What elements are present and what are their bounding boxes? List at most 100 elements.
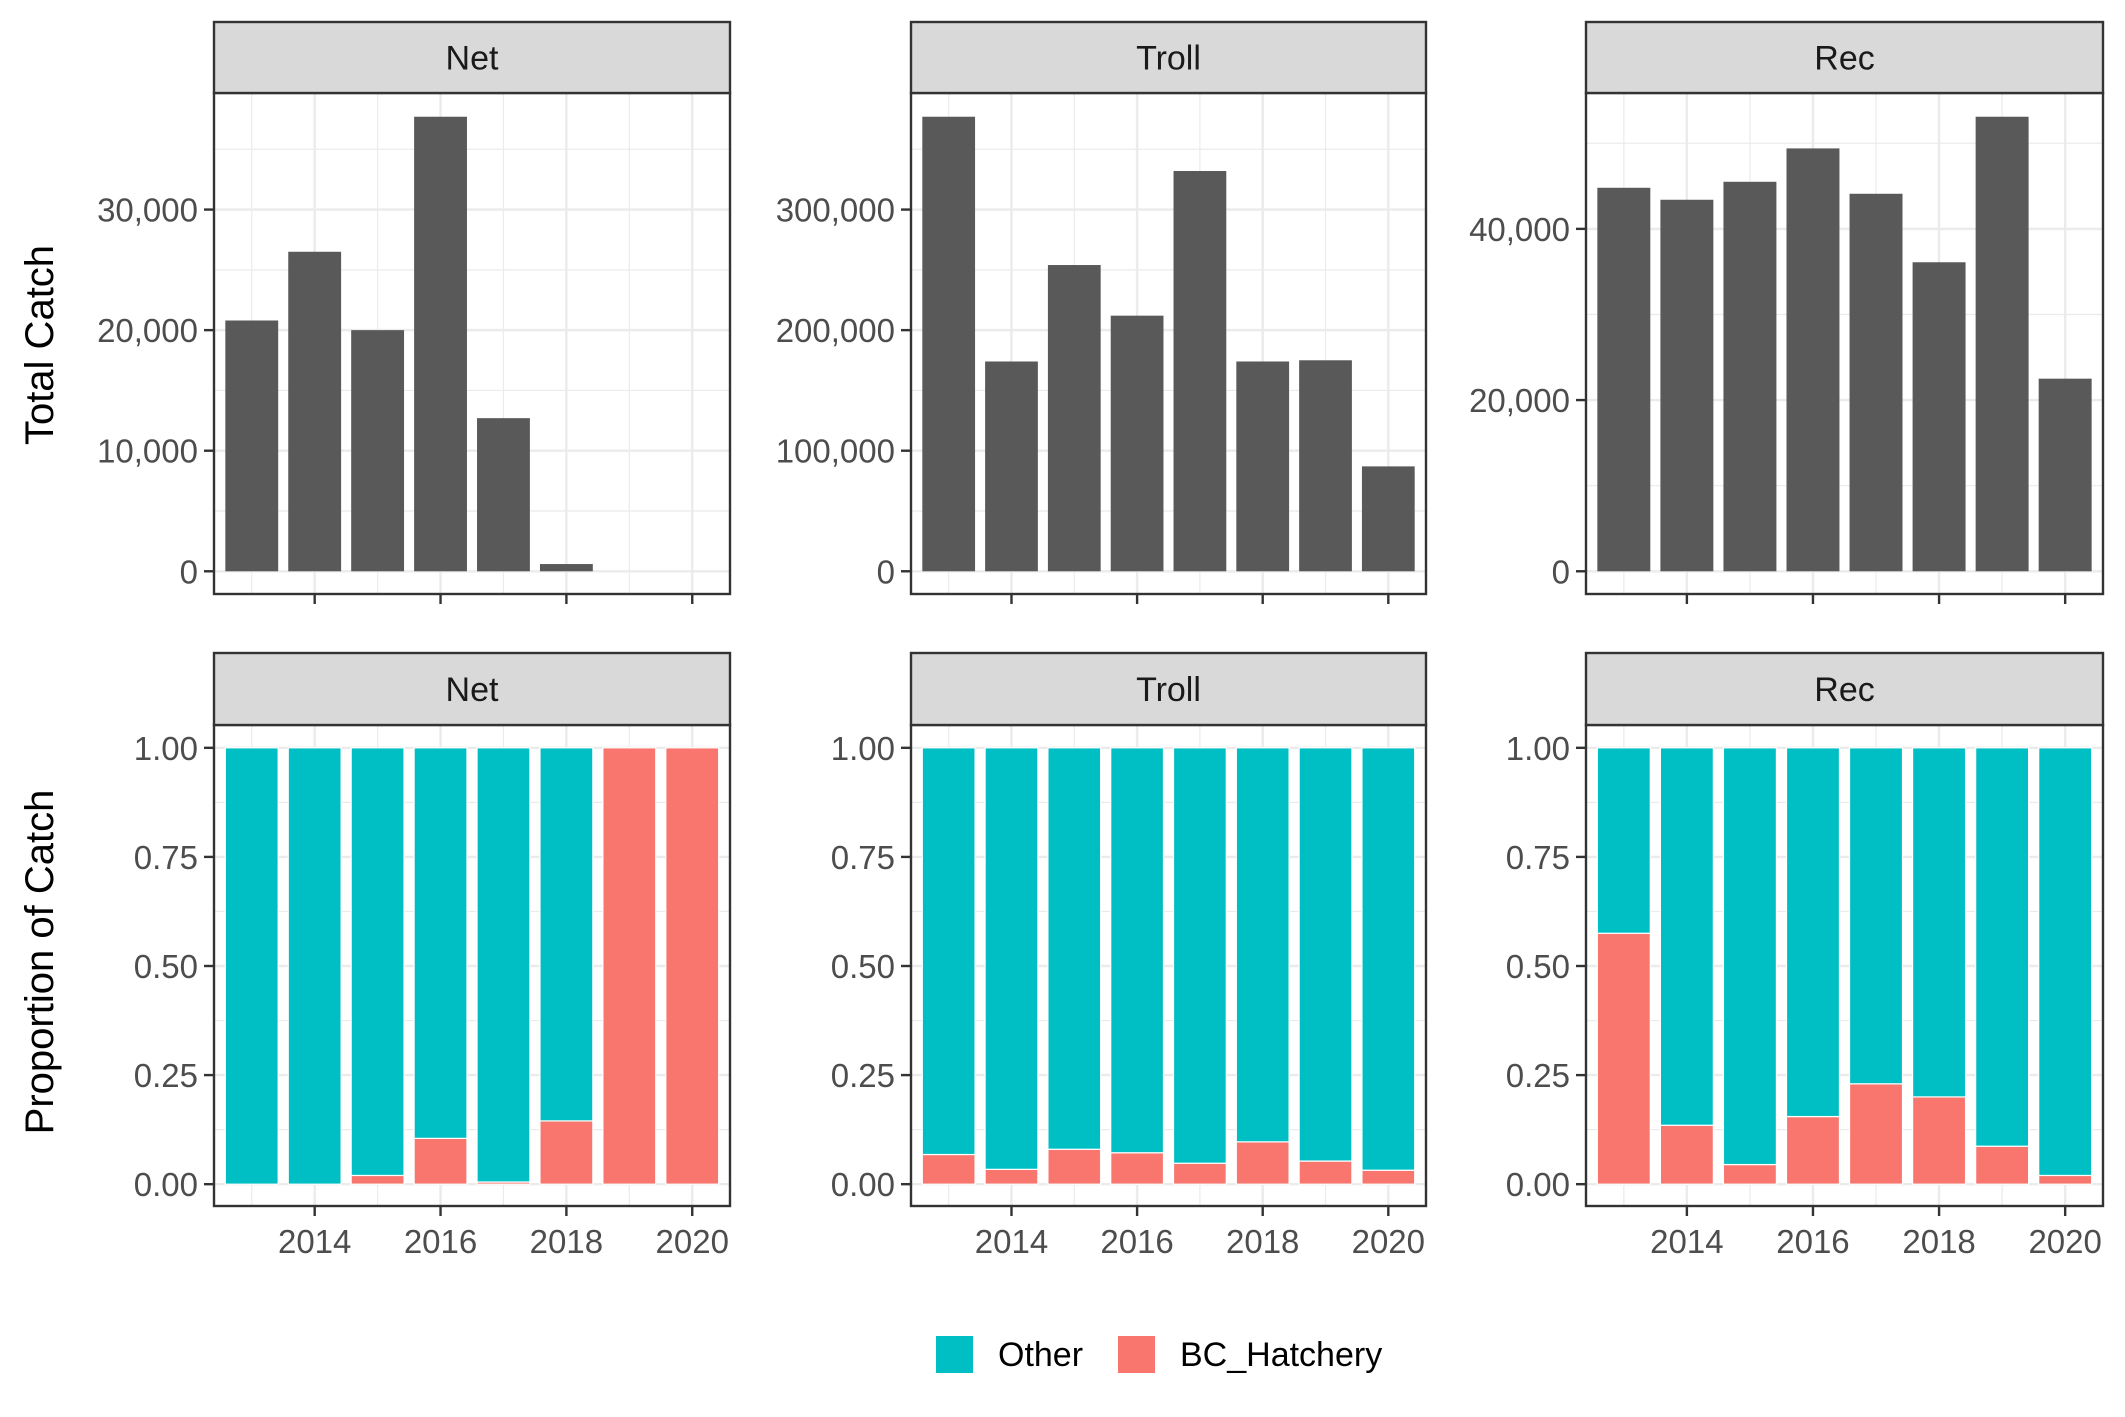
- y-axis: 0.00 0.25 0.50 0.75 1.00: [831, 730, 911, 1203]
- legend-label-other: Other: [998, 1336, 1083, 1374]
- bar-segment-bc-hatchery-2014: [1659, 1124, 1714, 1185]
- legend: Other BC_Hatchery: [936, 1336, 1382, 1374]
- y-axis: 0.00 0.25 0.50 0.75 1.00: [134, 730, 214, 1203]
- bar-segment-other-2019: [1298, 747, 1353, 1162]
- x-tick-label: 2014: [975, 1223, 1048, 1260]
- x-axis: [1685, 594, 2067, 604]
- bar-troll-2014: [985, 361, 1038, 572]
- facet-strip-label: Rec: [1814, 671, 1874, 709]
- y-tick-label: 20,000: [1469, 382, 1570, 419]
- y-tick-label: 0.00: [1506, 1166, 1570, 1203]
- panel-total-catch-troll: Troll 0 100,000 200,000 300,000: [776, 20, 1428, 604]
- facet-strip-label: Rec: [1814, 40, 1874, 78]
- y-tick-label: 0.50: [1506, 948, 1570, 985]
- y-tick-label: 30,000: [97, 192, 198, 229]
- bar-rec-2017: [1849, 193, 1903, 572]
- facet-strip: [212, 651, 732, 727]
- bar-segment-bc-hatchery-2019: [1975, 1145, 2030, 1185]
- y-tick-label: 0.75: [1506, 839, 1570, 876]
- bar-segment-bc-hatchery-2019: [602, 747, 657, 1185]
- bar-segment-bc-hatchery-2015: [1722, 1163, 1778, 1185]
- bar-troll-2016: [1110, 315, 1164, 572]
- bar-segment-bc-hatchery-2018: [1911, 1096, 1967, 1185]
- facet-panels: Net 0 10,000 20,000 30,000 Troll 0 100,000 200,0…: [97, 20, 2105, 1260]
- bar-segment-other-2014: [984, 747, 1039, 1170]
- panel-proportion-rec: Rec 0.00 0.25 0.50 0.75 1.00 2014 2016 2018 2020: [1506, 651, 2105, 1260]
- y-tick-label: 1.00: [1506, 730, 1570, 767]
- y-tick-label: 0: [180, 553, 198, 590]
- y-tick-label: 0.25: [134, 1057, 198, 1094]
- bar-segment-other-2018: [539, 747, 594, 1122]
- y-tick-label: 0.75: [831, 839, 895, 876]
- facet-strip: [212, 20, 732, 95]
- bar-segment-bc-hatchery-2013: [921, 1153, 976, 1185]
- y-tick-label: 10,000: [97, 433, 198, 470]
- y-axis: 0.00 0.25 0.50 0.75 1.00: [1506, 730, 1586, 1203]
- y-axis-title-total-catch: Total Catch: [18, 245, 62, 445]
- bar-rec-2013: [1597, 187, 1651, 572]
- facet-strip-label: Troll: [1136, 671, 1201, 709]
- bar-troll-2013: [922, 116, 976, 572]
- bar-net-2016: [414, 116, 467, 572]
- bar-segment-other-2013: [224, 747, 279, 1185]
- bars: [922, 116, 1415, 572]
- bar-segment-other-2014: [287, 747, 342, 1185]
- bar-net-2015: [351, 330, 405, 572]
- y-tick-label: 0.50: [134, 948, 198, 985]
- y-tick-label: 20,000: [97, 312, 198, 349]
- bar-segment-other-2016: [1785, 747, 1841, 1118]
- bar-segment-other-2015: [350, 747, 405, 1177]
- bar-segment-other-2017: [1172, 747, 1227, 1164]
- legend-key-bc-hatchery: [1118, 1336, 1155, 1373]
- bar-segment-bc-hatchery-2020: [2038, 1174, 2093, 1185]
- panel-proportion-troll: Troll 0.00 0.25 0.50 0.75 1.00 2014 2016 2018 202…: [831, 651, 1428, 1260]
- bars: [1596, 747, 2093, 1185]
- bar-segment-other-2016: [413, 747, 468, 1139]
- bar-segment-other-2015: [1722, 747, 1778, 1166]
- bar-segment-bc-hatchery-2015: [350, 1174, 405, 1185]
- bar-segment-other-2017: [476, 747, 531, 1183]
- bar-segment-bc-hatchery-2018: [1235, 1141, 1290, 1185]
- bar-segment-bc-hatchery-2019: [1298, 1160, 1353, 1185]
- bar-rec-2015: [1723, 181, 1777, 572]
- y-tick-label: 1.00: [831, 730, 895, 767]
- y-tick-label: 1.00: [134, 730, 198, 767]
- y-tick-label: 40,000: [1469, 211, 1570, 248]
- bar-troll-2019: [1299, 360, 1352, 572]
- bar-segment-other-2019: [1975, 747, 2030, 1147]
- bar-segment-other-2016: [1110, 747, 1165, 1154]
- facet-strip: [909, 651, 1428, 727]
- panel-proportion-net: Net 0.00 0.25 0.50 0.75 1.00 2014 2016 2018 2020: [134, 651, 732, 1260]
- bar-segment-bc-hatchery-2013: [1596, 932, 1651, 1185]
- bar-segment-bc-hatchery-2018: [539, 1120, 594, 1185]
- bar-troll-2017: [1173, 170, 1227, 572]
- bars: [1597, 116, 2092, 572]
- x-tick-label: 2016: [1776, 1223, 1849, 1260]
- bar-segment-other-2018: [1235, 747, 1290, 1143]
- x-tick-label: 2018: [1226, 1223, 1299, 1260]
- bar-segment-bc-hatchery-2020: [1361, 1169, 1416, 1185]
- facet-strip-label: Net: [446, 40, 499, 78]
- bar-rec-2020: [2038, 378, 2092, 572]
- bar-segment-other-2014: [1659, 747, 1714, 1126]
- bars: [921, 747, 1416, 1185]
- x-tick-label: 2016: [404, 1223, 477, 1260]
- bar-rec-2018: [1912, 262, 1966, 572]
- x-axis: 2014 2016 2018 2020: [1650, 1206, 2102, 1260]
- x-axis: [313, 594, 694, 604]
- bar-segment-other-2015: [1047, 747, 1102, 1150]
- x-tick-label: 2016: [1100, 1223, 1173, 1260]
- y-tick-label: 200,000: [776, 312, 895, 349]
- x-axis: 2014 2016 2018 2020: [278, 1206, 729, 1260]
- y-tick-label: 0.00: [831, 1166, 895, 1203]
- bar-segment-other-2018: [1911, 747, 1967, 1098]
- panel-total-catch-net: Net 0 10,000 20,000 30,000: [97, 20, 732, 604]
- bar-segment-other-2020: [1361, 747, 1416, 1171]
- bar-segment-bc-hatchery-2020: [665, 747, 720, 1185]
- bar-troll-2020: [1361, 466, 1415, 572]
- bar-rec-2019: [1975, 116, 2029, 572]
- x-tick-label: 2020: [2028, 1223, 2101, 1260]
- bar-segment-bc-hatchery-2017: [1172, 1162, 1227, 1185]
- bars: [225, 116, 593, 572]
